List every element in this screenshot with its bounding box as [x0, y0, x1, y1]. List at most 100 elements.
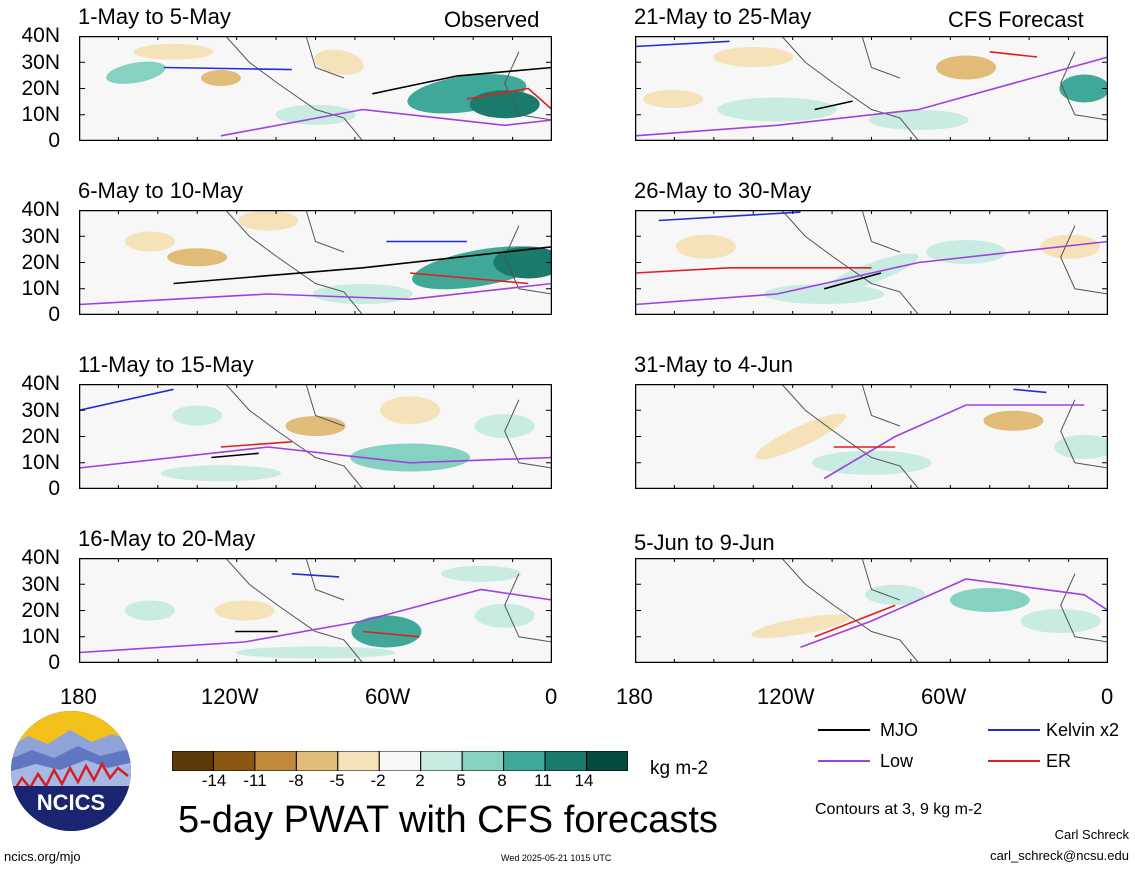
pwat-anomaly-area — [751, 614, 850, 638]
pwat-anomaly-area — [1040, 234, 1101, 259]
coastline — [861, 558, 901, 601]
pwat-anomaly-area — [926, 240, 1007, 264]
wave-contour — [220, 108, 552, 137]
coastline — [781, 36, 920, 141]
ncics-logo: NCICS — [8, 708, 134, 839]
coastline — [225, 36, 364, 141]
wave-contour — [291, 573, 340, 578]
coastline — [225, 558, 364, 663]
coastline — [504, 225, 552, 295]
cbar-tick: -14 — [201, 771, 227, 790]
coastline — [1060, 399, 1108, 469]
coastline — [504, 51, 552, 121]
coastline — [781, 384, 920, 489]
colorbar — [171, 750, 629, 776]
wave-contour — [410, 272, 529, 285]
xtick-right-60w: 60W — [921, 684, 967, 709]
legend-line-kelvin — [988, 729, 1040, 731]
map-panel-5 — [79, 384, 552, 489]
map-panel-6 — [635, 384, 1108, 489]
ytick: 40N — [21, 24, 60, 47]
wave-contour — [79, 388, 174, 412]
ytick: 20N — [21, 425, 60, 448]
ytick: 30N — [21, 399, 60, 422]
legend-line-low — [818, 760, 870, 762]
pwat-anomaly-area — [350, 443, 471, 472]
timestamp: Wed 2025-05-21 1015 UTC — [501, 853, 612, 863]
pwat-anomaly-area — [716, 97, 837, 122]
ytick: 30N — [21, 573, 60, 596]
pwat-anomaly-area — [167, 248, 228, 267]
site-link[interactable]: ncics.org/mjo — [4, 849, 81, 864]
legend-line-mjo — [818, 729, 870, 731]
coastline — [861, 36, 901, 79]
wave-contour — [164, 66, 292, 71]
xtick-right-180: 180 — [616, 684, 653, 709]
pwat-anomaly-area — [474, 414, 535, 438]
xtick-left-0: 0 — [545, 684, 558, 709]
cbar-tick: 5 — [456, 771, 466, 790]
ytick: 10N — [21, 277, 60, 300]
ytick: 20N — [21, 77, 60, 100]
pwat-anomaly-area — [285, 416, 346, 436]
cbar-tick: 11 — [534, 771, 552, 790]
ytick: 30N — [21, 51, 60, 74]
colorbar-bin — [212, 750, 256, 772]
legend-label-low: Low — [880, 751, 914, 771]
cbar-tick: -2 — [370, 771, 386, 790]
wave-contour — [220, 441, 292, 448]
pwat-anomaly-area — [275, 104, 356, 125]
ytick: 40N — [21, 546, 60, 569]
pwat-anomaly-area — [1059, 74, 1108, 103]
panel-title-5: 11-May to 15-May — [78, 352, 254, 377]
pwat-anomaly-area — [1054, 435, 1108, 459]
author: Carl Schreck — [1054, 827, 1129, 842]
coastline — [305, 384, 345, 427]
wave-contour — [173, 246, 552, 285]
pwat-anomaly-area — [314, 49, 364, 75]
cbar-tick: -8 — [288, 771, 304, 790]
ytick: 40N — [21, 372, 60, 395]
pwat-anomaly-area — [493, 246, 552, 279]
pwat-anomaly-area — [755, 413, 847, 460]
panel-tag-forecast: CFS Forecast — [948, 7, 1084, 32]
wave-contour — [211, 452, 259, 459]
map-panel-3 — [79, 210, 552, 315]
pwat-anomaly-area — [172, 405, 223, 426]
ytick: 0 — [48, 651, 60, 674]
pwat-anomaly-area — [713, 47, 794, 67]
cbar-tick: 8 — [497, 771, 507, 790]
map-background — [635, 558, 1108, 663]
coastline — [1060, 225, 1108, 295]
map-panel-4 — [635, 210, 1108, 315]
panel-title-4: 26-May to 30-May — [634, 178, 812, 203]
coastline — [305, 36, 345, 79]
panel-title-6: 31-May to 4-Jun — [634, 352, 793, 377]
cbar-tick: 14 — [574, 771, 594, 790]
colorbar-bin — [544, 750, 588, 772]
panel-title-2: 21-May to 25-May — [634, 4, 812, 29]
wave-contour — [635, 56, 1108, 137]
coastline — [225, 384, 364, 489]
wave-contour — [372, 66, 552, 95]
pwat-anomaly-area — [642, 90, 703, 108]
coastline — [781, 558, 920, 663]
colorbar-bin — [295, 750, 339, 772]
pwat-anomaly-area — [983, 410, 1044, 431]
map-background — [79, 384, 552, 489]
main-title: 5-day PWAT with CFS forecasts — [178, 799, 718, 841]
email[interactable]: carl_schreck@ncsu.edu — [990, 848, 1129, 863]
pwat-anomaly-area — [238, 210, 299, 231]
pwat-anomaly-area — [124, 600, 175, 621]
wave-contour — [79, 446, 552, 469]
pwat-anomaly-area — [351, 615, 422, 648]
wave-contour — [1013, 388, 1047, 394]
ytick: 10N — [21, 451, 60, 474]
logo-text: NCICS — [37, 790, 105, 815]
panel-title-8: 5-Jun to 9-Jun — [634, 530, 775, 555]
wave-contour — [658, 211, 801, 222]
colorbar-bin — [171, 750, 214, 772]
legend-label-kelvin: Kelvin x2 — [1046, 720, 1120, 740]
colorbar-bin — [420, 750, 463, 772]
coastline — [305, 210, 345, 253]
